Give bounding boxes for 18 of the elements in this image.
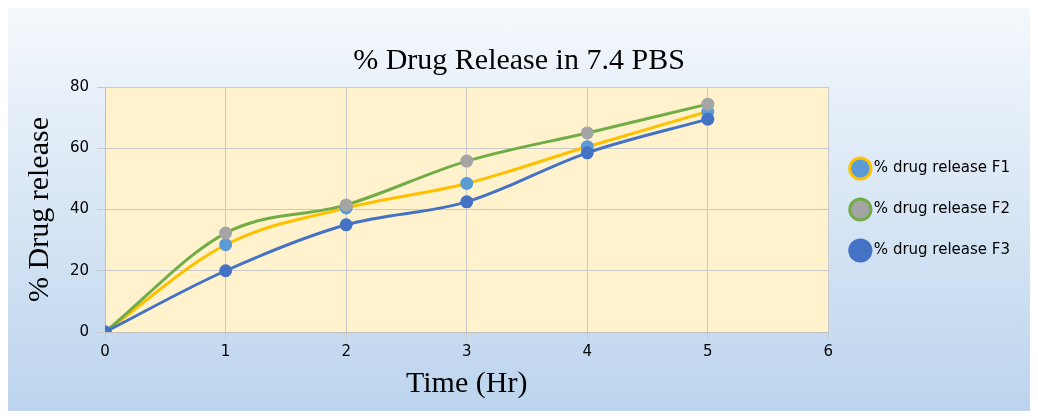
y-tick-label: 80 bbox=[69, 76, 90, 95]
legend-label: % drug release F1 bbox=[873, 158, 1011, 177]
chart-title: % Drug Release in 7.4 PBS bbox=[353, 41, 685, 75]
y-tick-label: 0 bbox=[79, 321, 90, 340]
x-tick-label: 4 bbox=[582, 341, 593, 360]
y-tick-label: 40 bbox=[69, 199, 90, 218]
x-axis-title: Time (Hr) bbox=[406, 364, 528, 399]
y-tick-label: 20 bbox=[69, 260, 90, 279]
y-tick-label: 60 bbox=[69, 138, 90, 157]
x-tick-label: 3 bbox=[461, 341, 472, 360]
legend-label: % drug release F2 bbox=[873, 199, 1011, 218]
y-axis-title: % Drug release bbox=[20, 117, 54, 302]
legend-label: % drug release F3 bbox=[873, 240, 1011, 259]
x-tick-label: 2 bbox=[341, 341, 351, 360]
x-tick-label: 0 bbox=[100, 341, 110, 360]
x-tick-label: 1 bbox=[220, 341, 231, 360]
x-tick-label: 5 bbox=[703, 341, 713, 360]
x-tick-label: 6 bbox=[823, 341, 834, 360]
